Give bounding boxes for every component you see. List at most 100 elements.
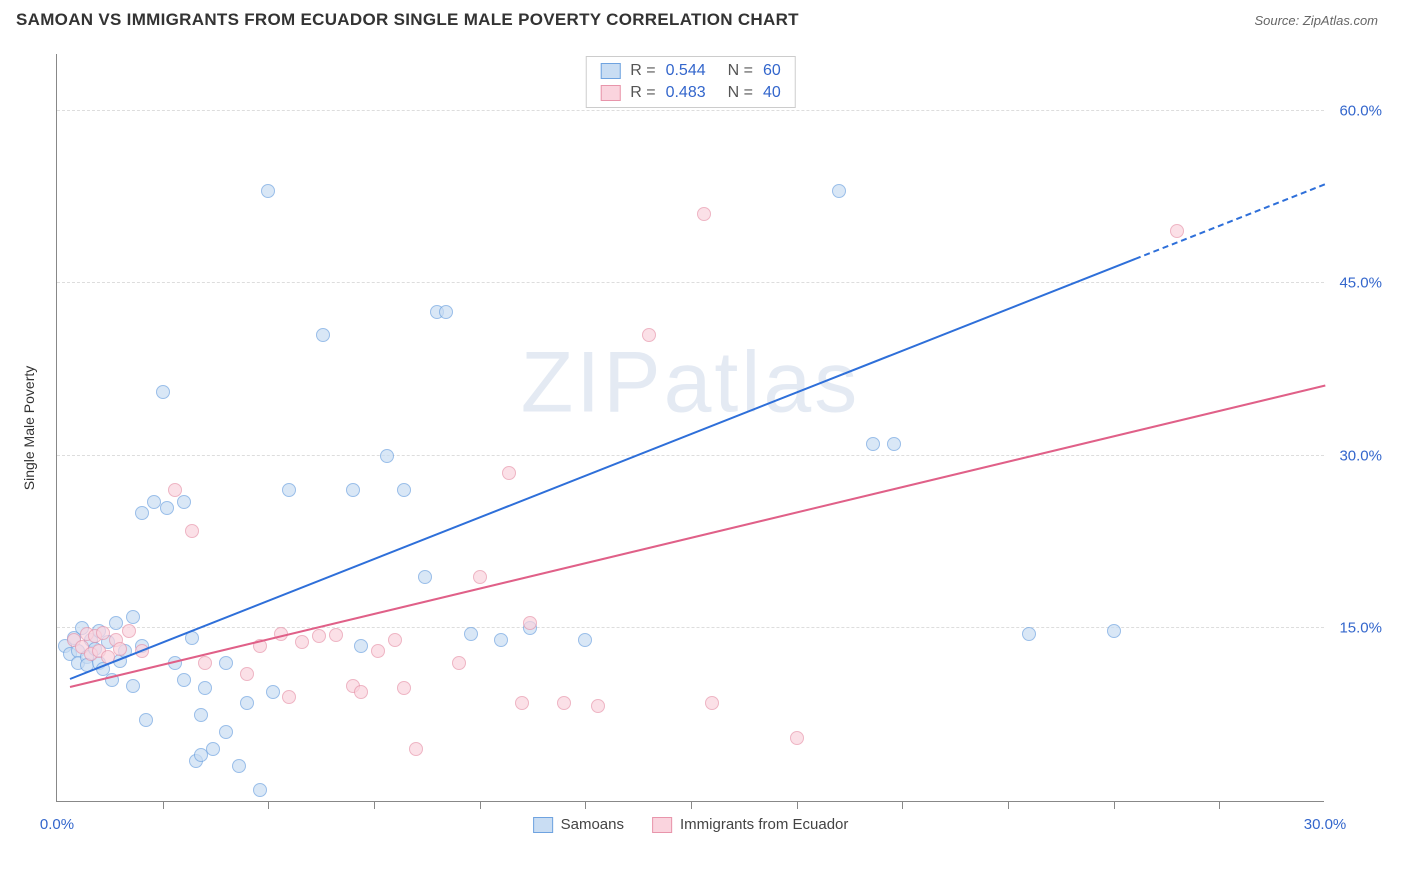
data-point — [316, 328, 330, 342]
stat-label: N = — [728, 84, 753, 102]
data-point — [380, 449, 394, 463]
stats-row: R =0.544N =60 — [586, 60, 795, 82]
series-legend: Samoans Immigrants from Ecuador — [533, 816, 849, 833]
x-tick-label: 30.0% — [1304, 816, 1347, 833]
data-point — [219, 656, 233, 670]
data-point — [591, 699, 605, 713]
x-tick — [374, 801, 375, 809]
chart-title: SAMOAN VS IMMIGRANTS FROM ECUADOR SINGLE… — [16, 10, 799, 30]
data-point — [790, 731, 804, 745]
data-point — [282, 483, 296, 497]
chart-header: SAMOAN VS IMMIGRANTS FROM ECUADOR SINGLE… — [0, 0, 1406, 36]
legend-swatch — [600, 85, 620, 101]
data-point — [557, 696, 571, 710]
data-point — [135, 506, 149, 520]
data-point — [1107, 624, 1121, 638]
stat-n-value: 40 — [763, 84, 781, 102]
x-tick — [163, 801, 164, 809]
data-point — [240, 667, 254, 681]
y-axis-label: Single Male Poverty — [21, 365, 37, 490]
gridline — [57, 627, 1324, 628]
x-tick — [1114, 801, 1115, 809]
data-point — [515, 696, 529, 710]
stat-label: N = — [728, 62, 753, 80]
data-point — [160, 501, 174, 515]
data-point — [168, 483, 182, 497]
data-point — [697, 207, 711, 221]
source-label: Source: ZipAtlas.com — [1254, 13, 1378, 28]
data-point — [139, 713, 153, 727]
legend-item: Samoans — [533, 816, 624, 833]
data-point — [253, 783, 267, 797]
data-point — [523, 616, 537, 630]
legend-swatch — [533, 817, 553, 833]
y-tick-label: 60.0% — [1339, 102, 1382, 119]
data-point — [329, 628, 343, 642]
x-tick — [1008, 801, 1009, 809]
legend-item: Immigrants from Ecuador — [652, 816, 848, 833]
x-tick — [797, 801, 798, 809]
data-point — [122, 624, 136, 638]
stat-r-value: 0.483 — [666, 84, 706, 102]
x-tick — [902, 801, 903, 809]
data-point — [388, 633, 402, 647]
data-point — [198, 681, 212, 695]
data-point — [240, 696, 254, 710]
data-point — [266, 685, 280, 699]
stats-legend: R =0.544N =60R =0.483N =40 — [585, 56, 796, 108]
trend-line — [1134, 183, 1325, 260]
data-point — [1022, 627, 1036, 641]
data-point — [439, 305, 453, 319]
data-point — [126, 679, 140, 693]
data-point — [206, 742, 220, 756]
data-point — [397, 681, 411, 695]
gridline — [57, 455, 1324, 456]
y-tick-label: 30.0% — [1339, 447, 1382, 464]
legend-swatch — [600, 63, 620, 79]
data-point — [418, 570, 432, 584]
y-tick-label: 45.0% — [1339, 275, 1382, 292]
legend-label: Samoans — [561, 816, 624, 833]
data-point — [126, 610, 140, 624]
x-tick — [1219, 801, 1220, 809]
data-point — [113, 642, 127, 656]
gridline — [57, 110, 1324, 111]
data-point — [261, 184, 275, 198]
data-point — [887, 437, 901, 451]
data-point — [177, 673, 191, 687]
x-tick — [268, 801, 269, 809]
data-point — [232, 759, 246, 773]
data-point — [371, 644, 385, 658]
stat-n-value: 60 — [763, 62, 781, 80]
x-tick — [691, 801, 692, 809]
stat-label: R = — [630, 84, 655, 102]
data-point — [295, 635, 309, 649]
y-tick-label: 15.0% — [1339, 620, 1382, 637]
gridline — [57, 282, 1324, 283]
data-point — [219, 725, 233, 739]
chart-container: Single Male Poverty ZIPatlas R =0.544N =… — [48, 46, 1338, 836]
watermark: ZIPatlas — [521, 333, 860, 432]
data-point — [866, 437, 880, 451]
x-tick-label: 0.0% — [40, 816, 74, 833]
x-tick — [480, 801, 481, 809]
data-point — [282, 690, 296, 704]
data-point — [198, 656, 212, 670]
data-point — [354, 685, 368, 699]
x-tick — [585, 801, 586, 809]
stat-label: R = — [630, 62, 655, 80]
data-point — [194, 708, 208, 722]
stats-row: R = 0.483 N = 40 — [586, 82, 795, 104]
data-point — [578, 633, 592, 647]
data-point — [109, 616, 123, 630]
data-point — [177, 495, 191, 509]
legend-label: Immigrants from Ecuador — [680, 816, 848, 833]
data-point — [494, 633, 508, 647]
data-point — [464, 627, 478, 641]
legend-swatch — [652, 817, 672, 833]
data-point — [452, 656, 466, 670]
plot-area: Single Male Poverty ZIPatlas R =0.544N =… — [56, 54, 1324, 802]
data-point — [642, 328, 656, 342]
data-point — [397, 483, 411, 497]
data-point — [502, 466, 516, 480]
